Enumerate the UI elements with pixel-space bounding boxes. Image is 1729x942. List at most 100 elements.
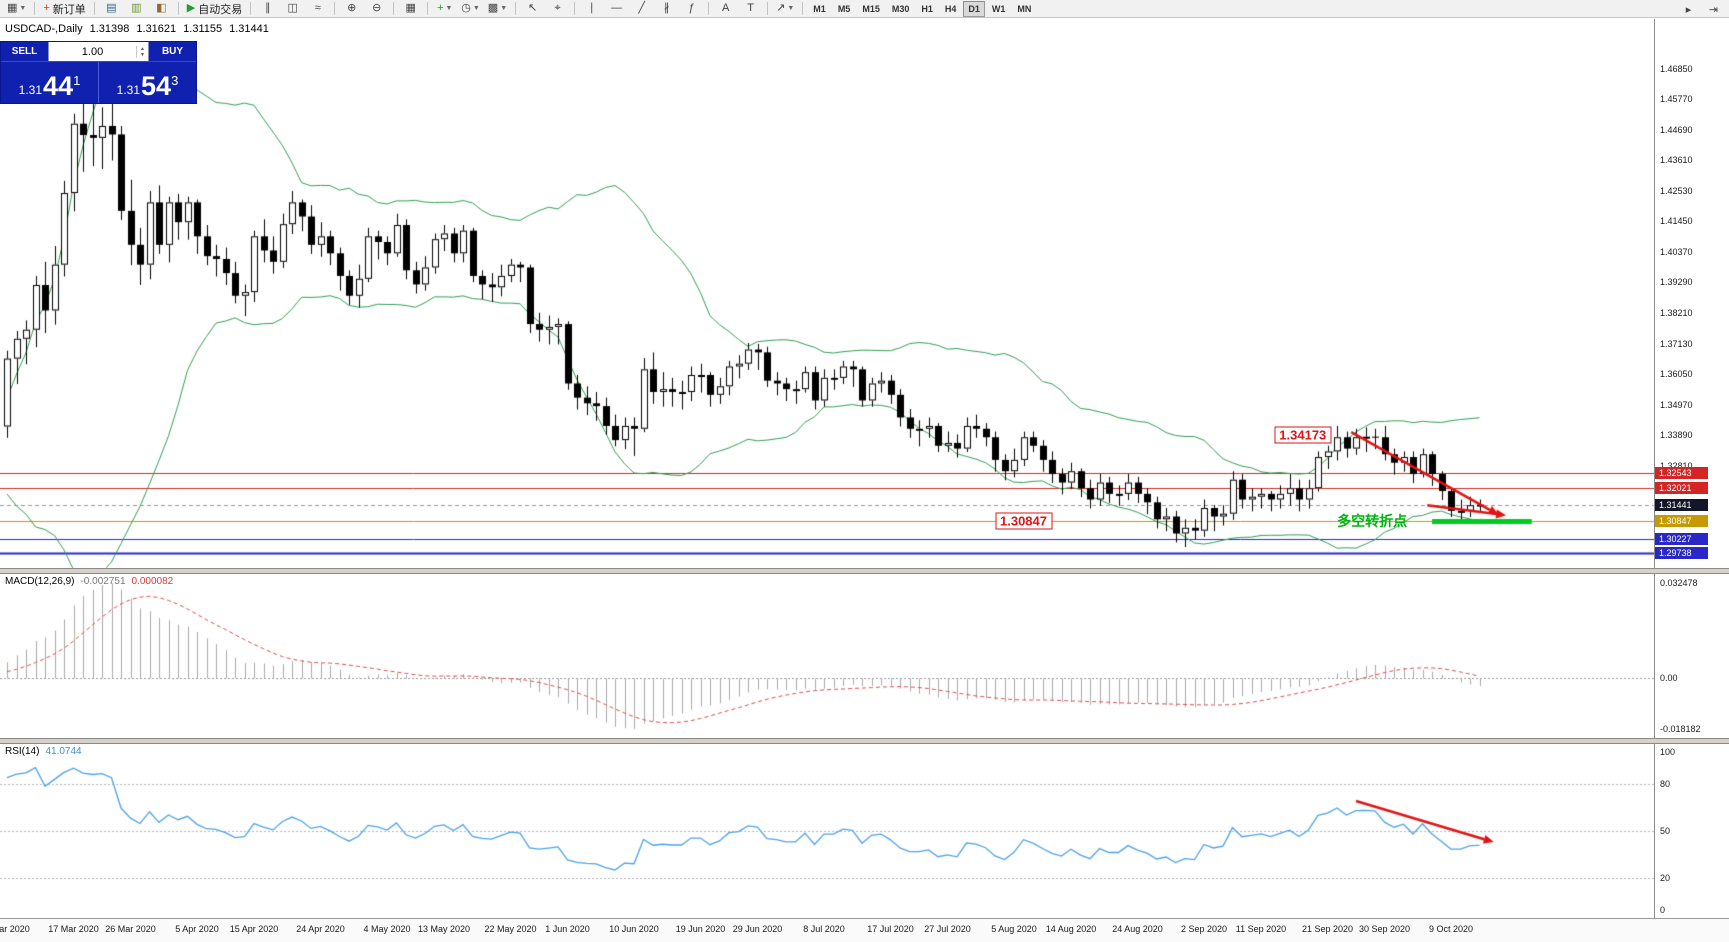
open-value: 1.31398 [89, 23, 130, 35]
data-window-icon[interactable]: ▥ [125, 0, 148, 17]
tile-windows-icon[interactable]: ▦ [399, 0, 422, 17]
price-axis-label: 1.41450 [1660, 216, 1693, 226]
date-axis-label: 15 Apr 2020 [229, 924, 279, 934]
volume-spinner[interactable]: ▲ ▼ [136, 45, 148, 58]
date-axis-label: 1 Jun 2020 [545, 924, 590, 934]
auto-trading-label: 自动交易 [198, 3, 243, 16]
timeframe-button-M30[interactable]: M30 [891, 3, 910, 14]
pane-splitter[interactable] [0, 568, 1729, 574]
text-glyph: A [721, 2, 730, 14]
timeframe-button-M15[interactable]: M15 [862, 3, 880, 14]
price-axis[interactable]: 1.46850 1.45770 1.44690 1.43610 1.42530 1.414… [1654, 19, 1729, 942]
toolbar-separator [427, 2, 429, 15]
date-axis-label: 17 Jul 2020 [867, 924, 914, 934]
price-axis-label: 1.45770 [1660, 94, 1693, 104]
macd-main-value: -0.002751 [80, 576, 126, 587]
buy-button[interactable]: BUY [149, 42, 196, 61]
line-chart-icon[interactable]: ≈ [306, 0, 329, 17]
close-value: 1.31441 [229, 23, 269, 35]
rsi-axis-label: 50 [1660, 826, 1671, 836]
price-axis-label: 1.39290 [1660, 277, 1693, 287]
chart-shift-icon[interactable]: ⇥ [1708, 4, 1719, 16]
crosshair-icon[interactable]: ⌖ [546, 0, 569, 17]
timeframe-button-D1[interactable]: D1 [963, 0, 985, 17]
cursor-icon[interactable]: ↖ [521, 0, 544, 17]
chart-canvas[interactable] [0, 19, 1654, 942]
timeframe-button-W1[interactable]: W1 [991, 3, 1006, 14]
timeframe-button-H4[interactable]: H4 [944, 3, 957, 14]
volume-value[interactable]: 1.00 [81, 45, 104, 58]
macd-indicator-label: MACD(12,26,9) -0.002751 0.000082 [5, 576, 173, 587]
price-axis-label: 1.46850 [1660, 64, 1693, 74]
pane-splitter[interactable] [0, 738, 1729, 744]
timeframe-button-M5[interactable]: M5 [837, 3, 851, 14]
tile-windows-glyph: ▦ [405, 2, 416, 14]
text-label-glyph: T [747, 2, 754, 14]
price-axis-label: 1.38210 [1660, 308, 1693, 318]
zoom-out-icon[interactable]: ⊖ [365, 0, 388, 17]
symbol-period-label: USDCAD-,Daily [5, 23, 83, 35]
time-axis[interactable]: 9 Mar 2020 17 Mar 2020 26 Mar 2020 5 Apr 20… [0, 918, 1729, 942]
volume-field[interactable]: 1.00 ▲ ▼ [48, 42, 149, 61]
bar-chart-icon[interactable]: ∥ [256, 0, 279, 17]
text-label-icon[interactable]: T [739, 0, 762, 17]
text-icon[interactable]: A [714, 0, 737, 17]
date-axis-label: 30 Sep 2020 [1358, 924, 1411, 934]
auto-trading-icon[interactable]: ▶ 自动交易 [184, 0, 245, 17]
new-chart-icon[interactable]: ▦ ▼ [4, 0, 29, 17]
low-value: 1.31155 [183, 23, 223, 35]
market-watch-icon[interactable]: ▤ [100, 0, 123, 17]
vertical-line-icon[interactable]: ∣ [580, 0, 603, 17]
price-tag: 1.30227 [1655, 533, 1708, 545]
equidistant-channel-icon[interactable]: ∦ [655, 0, 678, 17]
macd-name: MACD(12,26,9) [5, 576, 75, 587]
chevron-down-icon[interactable]: ▼ [19, 5, 27, 12]
chevron-down-icon[interactable]: ▼ [787, 5, 795, 12]
new-order-icon[interactable]: + 新订单 [40, 0, 88, 17]
chevron-down-icon[interactable]: ▼ [445, 5, 453, 12]
timeframe-button-H1[interactable]: H1 [921, 3, 933, 14]
auto-trading-glyph: ▶ [186, 2, 196, 14]
rsi-name: RSI(14) [5, 746, 40, 757]
date-axis-label: 11 Sep 2020 [1235, 924, 1287, 934]
timeframe-button-MN[interactable]: MN [1017, 3, 1032, 14]
date-axis-label: 10 Jun 2020 [609, 924, 659, 934]
toolbar-separator [708, 2, 710, 15]
price-axis-label: 1.43610 [1660, 155, 1693, 165]
rsi-axis-label: 0 [1660, 905, 1666, 915]
horizontal-line-icon[interactable]: ― [605, 0, 628, 17]
spin-down-icon[interactable]: ▼ [140, 51, 145, 58]
support-price-annotation[interactable]: 1.30847 [995, 512, 1052, 530]
toolbar-separator [574, 2, 576, 15]
spin-up-icon[interactable]: ▲ [140, 45, 145, 52]
toolbar-separator [34, 2, 36, 15]
trendline-icon[interactable]: ╱ [630, 0, 653, 17]
turning-point-annotation[interactable]: 多空转折点 [1337, 513, 1408, 530]
price-axis-label: 1.33890 [1660, 430, 1693, 440]
high-price-annotation[interactable]: 1.34173 [1274, 426, 1332, 444]
candlestick-chart-glyph: ◫ [287, 2, 298, 14]
periods-icon[interactable]: ◷ ▼ [458, 0, 483, 17]
arrows-tool-glyph: ↗ [776, 2, 786, 14]
templates-icon[interactable]: ▩ ▼ [485, 0, 510, 17]
date-axis-label: 5 Apr 2020 [175, 924, 219, 934]
chevron-down-icon[interactable]: ▼ [500, 5, 508, 12]
fibonacci-retracement-icon[interactable]: ƒ [680, 0, 703, 17]
toolbar-right-icons: ▸ ⇥ [1676, 1, 1726, 18]
auto-scroll-icon[interactable]: ▸ [1685, 4, 1692, 16]
indicators-glyph: + [437, 2, 444, 14]
indicators-icon[interactable]: + ▼ [433, 0, 456, 17]
sell-price[interactable]: 1.31 44 1 [18, 71, 81, 101]
price-axis-label: 1.32810 [1660, 461, 1693, 471]
timeframe-button-M1[interactable]: M1 [813, 3, 826, 14]
buy-price[interactable]: 1.31 54 3 [116, 71, 179, 101]
sell-button[interactable]: SELL [1, 42, 48, 61]
rsi-axis-label: 80 [1660, 779, 1671, 789]
rsi-axis-label: 20 [1660, 873, 1671, 883]
toolbar-separator [250, 2, 252, 15]
chevron-down-icon[interactable]: ▼ [472, 5, 480, 12]
arrows-tool-icon[interactable]: ↗ ▼ [773, 0, 797, 17]
navigator-icon[interactable]: ◧ [150, 0, 173, 17]
zoom-in-icon[interactable]: ⊕ [340, 0, 363, 17]
candlestick-chart-icon[interactable]: ◫ [281, 0, 304, 17]
